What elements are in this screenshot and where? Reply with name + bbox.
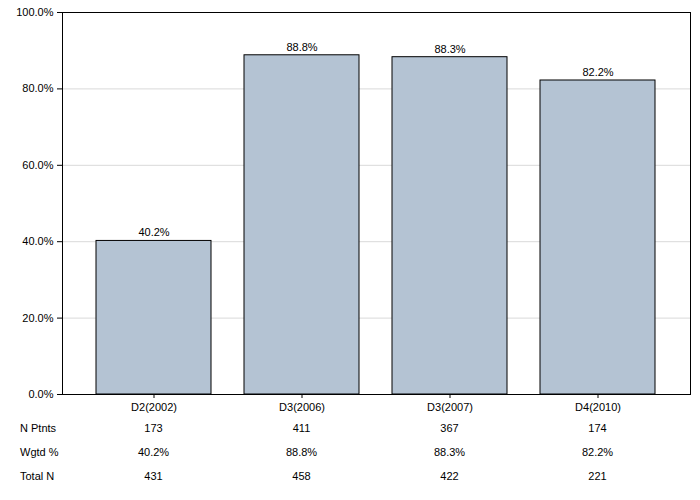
svg-text:88.3%: 88.3%: [434, 43, 465, 55]
html-text:N Ptnts: N Ptnts: [20, 422, 57, 434]
html-text:Total N: Total N: [20, 470, 55, 482]
html-text:40.2%: 40.2%: [137, 446, 170, 458]
html-text:422: 422: [440, 470, 459, 482]
svg-text:D3(2007): D3(2007): [427, 401, 473, 413]
svg-text:100.0%: 100.0%: [16, 6, 54, 18]
svg-text:40.2%: 40.2%: [138, 226, 169, 238]
html-text:367: 367: [440, 422, 459, 434]
svg-text:0.0%: 0.0%: [28, 388, 53, 400]
html-text:431: 431: [144, 470, 163, 482]
html-text:458: 458: [292, 470, 311, 482]
svg-text:D2(2002): D2(2002): [131, 401, 177, 413]
html-text:88.8%: 88.8%: [285, 446, 318, 458]
svg-text:20.0%: 20.0%: [22, 312, 53, 324]
svg-text:80.0%: 80.0%: [22, 82, 53, 94]
html-text:174: 174: [588, 422, 607, 434]
svg-text:82.2%: 82.2%: [582, 66, 613, 78]
html-text:88.3%: 88.3%: [433, 446, 466, 458]
svg-text:60.0%: 60.0%: [22, 159, 53, 171]
svg-text:40.0%: 40.0%: [22, 235, 53, 247]
html-text:221: 221: [588, 470, 607, 482]
html-text:82.2%: 82.2%: [581, 446, 614, 458]
html-text:Wgtd %: Wgtd %: [20, 446, 59, 458]
html-text:411: 411: [292, 422, 311, 434]
svg-text:88.8%: 88.8%: [286, 41, 317, 53]
svg-text:D3(2006): D3(2006): [279, 401, 325, 413]
svg-text:D4(2010): D4(2010): [575, 401, 621, 413]
html-text:173: 173: [144, 422, 163, 434]
